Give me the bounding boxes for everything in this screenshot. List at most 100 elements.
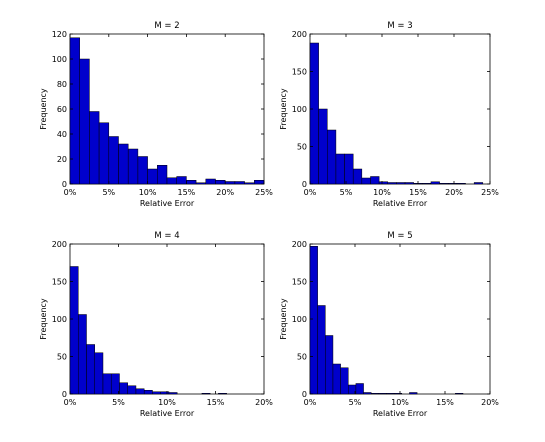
x-tick-label: 20% [445,188,463,197]
histogram-bar [166,177,177,185]
histogram-bar [335,153,345,185]
x-axis-label: Relative Error [373,409,428,418]
x-tick-label: 15% [207,398,225,407]
histogram-bar [325,335,334,395]
chart-title: M = 2 [154,21,179,31]
histogram-bar [404,182,414,185]
chart-title: M = 5 [387,231,412,241]
histogram-bar [137,156,148,185]
y-tick-label: 60 [57,105,67,114]
y-tick-label: 0 [302,180,307,189]
histogram-bar [86,344,95,395]
histogram-bar [168,392,178,395]
x-axis-label: Relative Error [373,199,428,208]
histogram-bar [108,136,119,185]
y-axis-label: Frequency [39,88,48,130]
histogram-bar [110,373,120,395]
x-tick-label: 10% [139,188,157,197]
histogram-bar [340,367,349,395]
y-tick-label: 200 [52,240,67,249]
histogram-bar [456,183,466,185]
histogram-bar [361,177,371,185]
y-tick-label: 20 [57,155,67,164]
x-tick-label: 0% [304,188,317,197]
x-tick-label: 10% [391,398,409,407]
x-tick-label: 0% [64,398,77,407]
histogram-bar [473,182,484,185]
histogram-bar [355,383,364,395]
y-tick-label: 50 [57,353,67,362]
histogram-bar [378,181,389,185]
histogram-bar [176,176,187,185]
y-axis-label: Frequency [279,88,288,130]
chart-title: M = 3 [387,21,412,31]
histogram-bar [447,183,458,185]
histogram-bar [119,382,128,395]
x-tick-label: 20% [216,188,234,197]
histogram-bar [332,363,341,395]
x-tick-label: 20% [255,398,273,407]
histogram-bar [89,111,100,185]
histogram-bar [352,168,363,185]
x-tick-label: 10% [158,398,176,407]
y-tick-label: 150 [292,68,307,77]
x-tick-label: 10% [373,188,391,197]
chart-panel-2: 0% 5% 10% 15% 20% 25% 0 50 100 150 200 M = 3 Relativ… [279,21,499,208]
y-tick-label: 0 [302,390,307,399]
x-tick-label: 5% [349,398,362,407]
y-tick-label: 0 [62,180,67,189]
histogram-bar [387,182,397,185]
histogram-bar [127,385,137,395]
y-tick-label: 150 [292,278,307,287]
histogram-bar [396,182,406,185]
x-tick-label: 15% [436,398,454,407]
histogram-bar [309,42,319,185]
histogram-bar [422,183,432,185]
histogram-bar [147,168,158,185]
x-tick-label: 0% [304,398,317,407]
chart-panel-3: 0% 5% 10% 15% 20% 0 50 100 150 200 M = 4 Relative E… [39,231,273,418]
y-tick-label: 100 [292,105,307,114]
histogram-bar [317,305,326,395]
histogram-bar [309,246,318,395]
histogram-bar [201,393,211,395]
histogram-bar [244,182,255,185]
histogram-bar [143,390,153,395]
histogram-bar [195,182,207,185]
histogram-bar [118,143,129,185]
histogram-bar [218,393,227,395]
x-tick-label: 15% [178,188,196,197]
y-tick-label: 50 [297,143,307,152]
histogram-bar [370,393,380,395]
x-tick-label: 5% [102,188,115,197]
x-tick-label: 25% [255,188,273,197]
x-tick-label: 5% [112,398,125,407]
y-tick-label: 80 [57,80,67,89]
y-tick-label: 120 [52,30,67,39]
histogram-bar [186,180,197,185]
histogram-bar [409,392,418,395]
histogram-bar [69,266,79,395]
y-tick-label: 200 [292,240,307,249]
y-tick-label: 100 [292,315,307,324]
histogram-bar [94,352,104,395]
histogram-bar [205,178,216,185]
x-tick-label: 20% [481,398,499,407]
y-tick-label: 100 [52,315,67,324]
chart-title: M = 4 [154,231,179,241]
histogram-bar [157,165,168,185]
histogram-bar [127,148,139,185]
histogram-bar [363,392,372,395]
y-axis-label: Frequency [279,298,288,340]
chart-panel-4: 0% 5% 10% 15% 20% 0 50 100 150 200 M = 5 Relative E… [279,231,499,418]
histogram-bar [327,129,337,185]
histogram-bar [318,108,328,185]
histogram-bar [439,183,449,185]
histogram-bar [102,373,112,395]
y-tick-label: 150 [52,278,67,287]
x-axis-label: Relative Error [140,409,195,418]
histogram-bar [79,58,90,185]
histogram-bar [370,176,380,185]
histogram-bar [215,180,226,185]
